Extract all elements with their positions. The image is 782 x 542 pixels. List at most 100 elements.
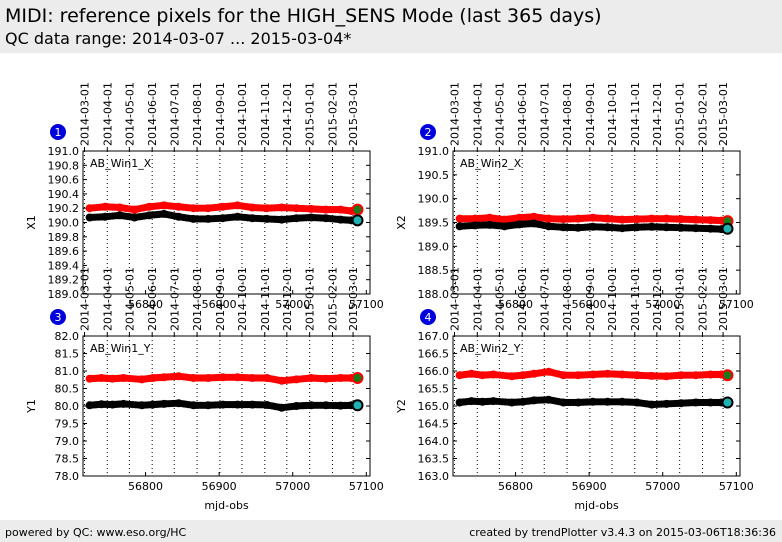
date-tick-label: 2014-03-01: [78, 82, 91, 146]
date-tick-label: 2014-08-01: [191, 82, 204, 146]
x-tick-label: 56900: [572, 298, 607, 311]
footer-created-by: created by trendPlotter v3.4.3 on 2015-0…: [469, 526, 776, 539]
y-tick-label: 190.4: [48, 188, 80, 201]
plot-panel-1: 2014-03-01 2014-04-01 2014-05-01 2014-06-01…: [25, 82, 384, 311]
series-black: [85, 399, 356, 412]
date-tick-label: 2015-03-01: [347, 82, 360, 146]
date-tick-label: 2014-06-01: [516, 82, 529, 146]
panel-number-badge: [50, 309, 66, 325]
panel-label: AB_Win1_X: [90, 157, 152, 170]
y-tick-label: 163.5: [418, 453, 450, 466]
date-tick-label: 2014-12-01: [651, 82, 664, 146]
date-tick-label: 2015-03-01: [347, 267, 360, 331]
date-tick-label: 2015-01-01: [674, 267, 687, 331]
date-tick-label: 2015-03-01: [717, 267, 730, 331]
date-tick-label: 2014-05-01: [123, 82, 136, 146]
date-tick-label: 2014-09-01: [584, 82, 597, 146]
latest-point-black: [721, 222, 734, 235]
date-tick-label: 2014-05-01: [123, 267, 136, 331]
y-axis-label: X2: [395, 215, 408, 230]
x-tick-label: 57000: [275, 480, 310, 493]
panel-number-label: 4: [425, 311, 432, 324]
date-tick-label: 2014-11-01: [629, 267, 642, 331]
date-tick-label: 2014-07-01: [168, 267, 181, 331]
x-axis-label: mjd-obs: [204, 499, 249, 512]
date-tick-label: 2014-12-01: [281, 82, 294, 146]
date-tick-label: 2014-06-01: [516, 267, 529, 331]
date-tick-label: 2014-12-01: [651, 267, 664, 331]
y-tick-label: 189.5: [418, 217, 450, 230]
x-tick-label: 57000: [645, 298, 680, 311]
panel-label: AB_Win2_X: [460, 157, 522, 170]
date-tick-label: 2014-04-01: [471, 82, 484, 146]
x-tick-label: 57000: [645, 480, 680, 493]
date-tick-label: 2014-04-01: [471, 267, 484, 331]
y-tick-label: 190.0: [48, 217, 80, 230]
date-tick-label: 2015-01-01: [304, 267, 317, 331]
y-tick-label: 79.0: [55, 435, 80, 448]
panel-number-badge: [420, 124, 436, 140]
latest-point-black: [351, 214, 364, 227]
header-bar: MIDI: reference pixels for the HIGH_SENS…: [0, 0, 782, 53]
y-axis-label: Y2: [395, 399, 408, 414]
y-tick-label: 78.0: [55, 470, 80, 483]
page-title: MIDI: reference pixels for the HIGH_SENS…: [5, 5, 602, 27]
date-tick-label: 2015-03-01: [717, 82, 730, 146]
y-tick-label: 80.0: [55, 400, 80, 413]
date-tick-label: 2014-11-01: [259, 267, 272, 331]
date-tick-label: 2015-01-01: [674, 82, 687, 146]
panel-label: AB_Win2_Y: [460, 342, 521, 355]
y-tick-label: 190.0: [418, 193, 450, 206]
date-tick-label: 2014-04-01: [101, 267, 114, 331]
date-tick-label: 2014-07-01: [538, 267, 551, 331]
y-tick-label: 82.0: [55, 330, 80, 343]
date-tick-label: 2015-02-01: [696, 82, 709, 146]
panel-number-label: 2: [425, 126, 432, 139]
date-tick-label: 2014-03-01: [78, 267, 91, 331]
x-tick-label: 56800: [498, 480, 533, 493]
latest-point-red: [351, 372, 364, 384]
panel-number-label: 3: [55, 311, 62, 324]
date-tick-label: 2014-05-01: [493, 82, 506, 146]
series-red: [455, 367, 726, 381]
date-tick-label: 2015-02-01: [326, 267, 339, 331]
y-tick-label: 189.0: [48, 288, 80, 301]
panel-number-label: 1: [55, 126, 62, 139]
series-black: [455, 219, 726, 234]
date-tick-label: 2014-03-01: [448, 82, 461, 146]
plot-panel-3: 2014-03-01 2014-04-01 2014-05-01 2014-06-01…: [25, 267, 384, 512]
date-tick-label: 2014-07-01: [168, 82, 181, 146]
date-tick-label: 2014-09-01: [214, 267, 227, 331]
series-red: [85, 372, 356, 385]
date-tick-label: 2015-02-01: [696, 267, 709, 331]
date-tick-label: 2014-08-01: [561, 82, 574, 146]
date-tick-label: 2014-11-01: [259, 82, 272, 146]
series-black: [455, 395, 726, 409]
date-tick-label: 2014-12-01: [281, 267, 294, 331]
y-tick-label: 188.5: [418, 264, 450, 277]
page-subtitle: QC data range: 2014-03-07 ... 2015-03-04…: [5, 29, 352, 48]
y-tick-label: 189.8: [48, 231, 80, 244]
x-tick-label: 56900: [202, 298, 237, 311]
y-tick-label: 81.5: [55, 348, 80, 361]
y-axis-label: Y1: [25, 399, 38, 414]
x-tick-label: 56800: [128, 298, 163, 311]
latest-point-red: [721, 369, 734, 382]
y-tick-label: 165.0: [418, 400, 450, 413]
x-tick-label: 57100: [719, 480, 754, 493]
date-tick-label: 2014-10-01: [606, 267, 619, 331]
date-tick-label: 2014-07-01: [538, 82, 551, 146]
y-tick-label: 164.0: [418, 435, 450, 448]
y-tick-label: 78.5: [55, 453, 80, 466]
date-tick-label: 2014-03-01: [448, 267, 461, 331]
y-tick-label: 189.4: [48, 259, 80, 272]
panel-number-badge: [50, 124, 66, 140]
y-tick-label: 188.0: [418, 288, 450, 301]
y-tick-label: 167.0: [418, 330, 450, 343]
y-tick-label: 190.2: [48, 202, 80, 215]
y-tick-label: 79.5: [55, 418, 80, 431]
date-tick-label: 2014-10-01: [236, 82, 249, 146]
latest-point-black: [351, 399, 364, 412]
date-tick-label: 2014-10-01: [606, 82, 619, 146]
